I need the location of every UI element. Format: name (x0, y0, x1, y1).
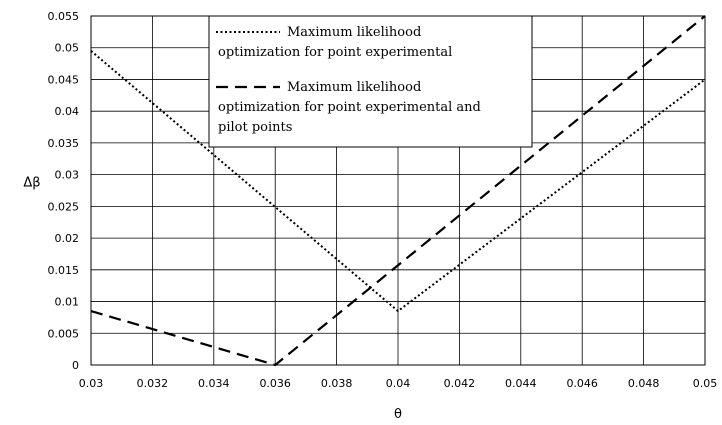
y-tick-label: 0.02 (55, 232, 80, 245)
x-tick-label: 0.038 (321, 377, 353, 390)
x-tick-label: 0.04 (386, 377, 411, 390)
y-tick-label: 0.015 (48, 264, 80, 277)
y-tick-label: 0.05 (55, 42, 80, 55)
series-line-0 (90, 50, 706, 313)
x-axis-title: θ (394, 407, 402, 422)
y-axis-title: Δβ (23, 176, 40, 191)
legend-items: Maximum likelihood optimization for point… (216, 25, 481, 135)
legend-label-0-1: optimization for point experimental (218, 45, 452, 60)
tick-layer: 0.03 0.032 0.034 0.036 0.038 0.04 0.042 0.044 0.… (48, 10, 718, 390)
x-tick-label: 0.03 (79, 377, 104, 390)
x-tick-label: 0.032 (137, 377, 169, 390)
x-tick-label: 0.048 (628, 377, 660, 390)
x-tick-label: 0.05 (693, 377, 718, 390)
y-tick-label: 0.03 (55, 169, 80, 182)
y-tick-label: 0 (72, 359, 79, 372)
x-tick-label: 0.036 (259, 377, 291, 390)
legend-label-1-1: optimization for point experimental and (218, 100, 481, 115)
legend-label-1-0: Maximum likelihood (287, 80, 421, 95)
x-tick-label: 0.044 (505, 377, 537, 390)
y-tick-label: 0.04 (55, 105, 80, 118)
legend-label-0-0: Maximum likelihood (287, 25, 421, 40)
y-tick-label: 0.025 (48, 200, 80, 213)
x-tick-label: 0.046 (566, 377, 598, 390)
y-tick-label: 0.005 (48, 327, 80, 340)
legend-box (208, 15, 533, 148)
y-tick-label: 0.045 (48, 73, 80, 86)
legend-label-1-2: pilot points (218, 120, 292, 135)
y-tick-label: 0.035 (48, 137, 80, 150)
x-tick-label: 0.042 (444, 377, 476, 390)
y-tick-label: 0.01 (55, 296, 80, 309)
legend: Maximum likelihood optimization for point… (208, 15, 533, 148)
x-tick-label: 0.034 (198, 377, 230, 390)
y-tick-label: 0.055 (48, 10, 80, 23)
